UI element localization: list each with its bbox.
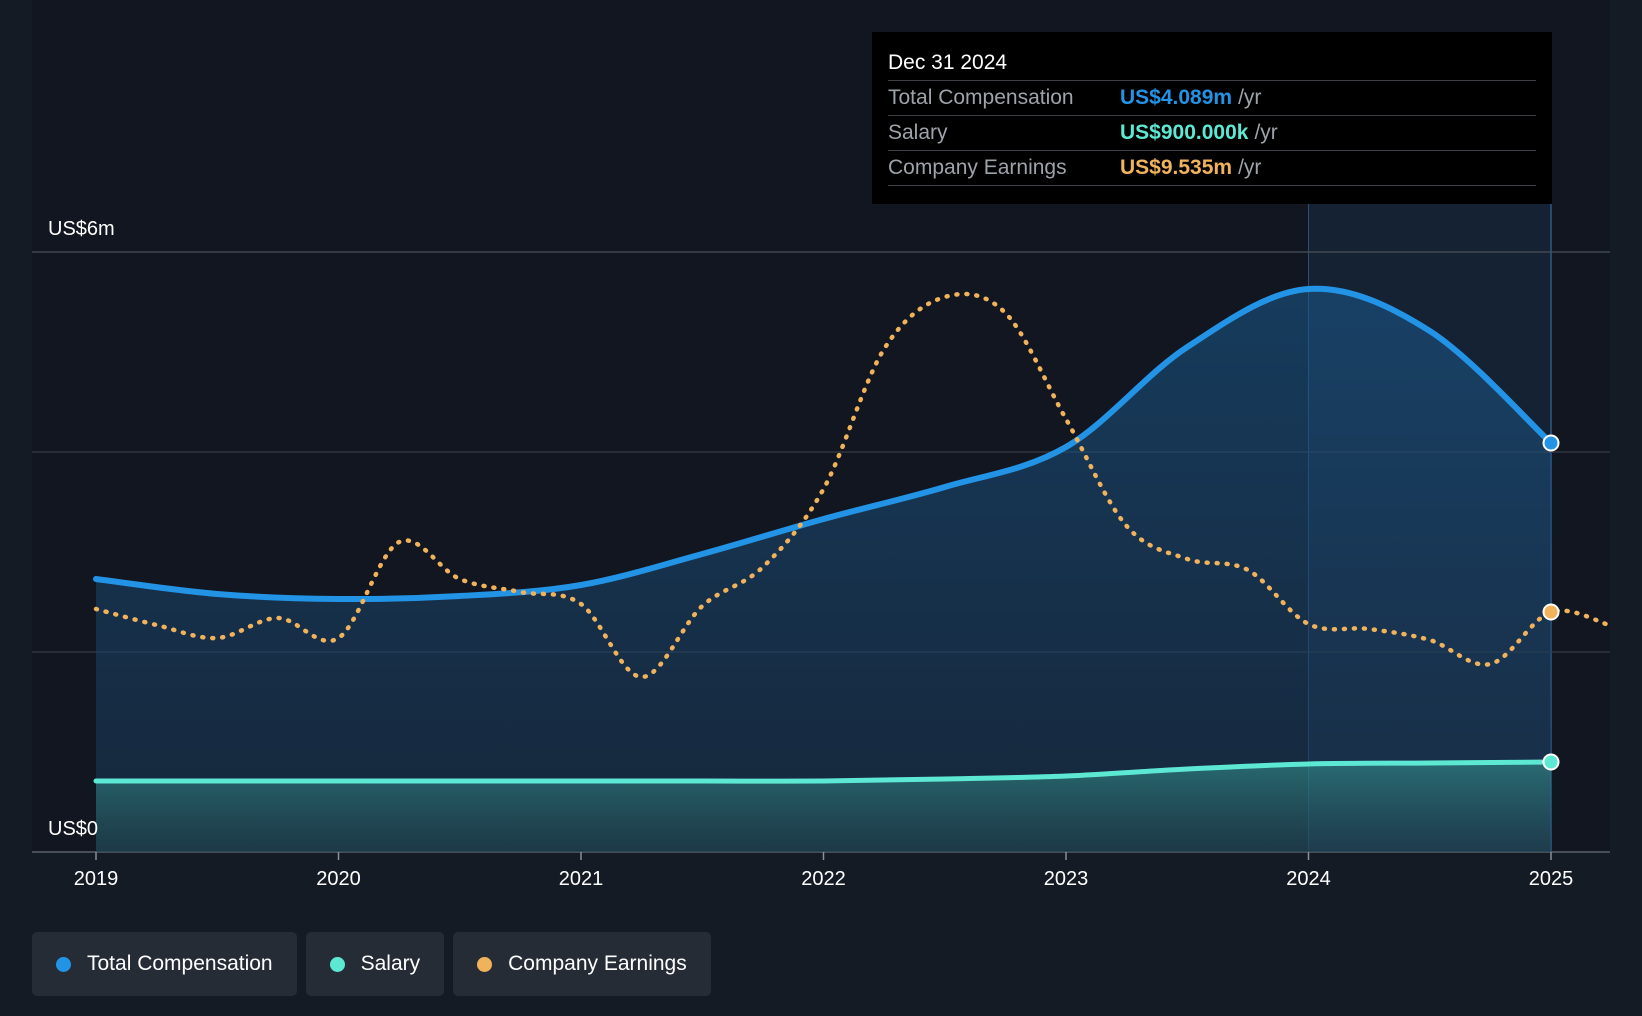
legend: Total Compensation Salary Company Earnin… bbox=[32, 932, 711, 996]
x-tick-label: 2024 bbox=[1286, 868, 1331, 890]
legend-item-company-earnings[interactable]: Company Earnings bbox=[453, 932, 711, 996]
legend-dot-icon bbox=[56, 956, 71, 972]
area-salary bbox=[96, 762, 1551, 852]
y-axis-bottom-label: US$0 bbox=[48, 818, 98, 840]
legend-item-salary[interactable]: Salary bbox=[305, 932, 445, 996]
area-total-compensation bbox=[96, 288, 1551, 853]
line-company-earnings bbox=[93, 291, 1612, 680]
x-tick-label: 2020 bbox=[316, 868, 361, 890]
tooltip-label: Salary bbox=[888, 121, 948, 144]
point-total-compensation bbox=[1542, 434, 1560, 452]
tooltip: Dec 31 2024 Total Compensation US$4.089m… bbox=[872, 32, 1552, 204]
x-tick-label: 2021 bbox=[559, 868, 604, 890]
tooltip-value: US$4.089m bbox=[1120, 86, 1233, 109]
tooltip-unit: /yr bbox=[1254, 121, 1278, 144]
x-tick-label: 2022 bbox=[801, 868, 846, 890]
tooltip-label: Total Compensation bbox=[888, 86, 1074, 109]
x-tick-label: 2019 bbox=[74, 868, 119, 890]
point-salary bbox=[1542, 753, 1560, 771]
legend-label: Salary bbox=[360, 952, 421, 975]
tooltip-value: US$9.535m bbox=[1120, 156, 1233, 179]
x-tick-label: 2023 bbox=[1044, 868, 1089, 890]
tooltip-row-salary: Salary US$900.000k /yr bbox=[888, 116, 1536, 151]
legend-dot-icon bbox=[329, 956, 345, 972]
tooltip-row-total-compensation: Total Compensation US$4.089m /yr bbox=[888, 81, 1536, 116]
line-salary bbox=[93, 759, 1554, 784]
legend-dot-icon bbox=[477, 956, 493, 972]
point-company-earnings bbox=[1542, 603, 1560, 621]
tooltip-label: Company Earnings bbox=[888, 156, 1067, 179]
legend-label: Company Earnings bbox=[508, 952, 687, 975]
tooltip-unit: /yr bbox=[1238, 86, 1262, 109]
tooltip-date: Dec 31 2024 bbox=[888, 46, 1536, 81]
y-axis-top-label: US$6m bbox=[48, 218, 115, 240]
legend-label: Total Compensation bbox=[87, 952, 273, 975]
x-tick-label: 2025 bbox=[1529, 868, 1574, 890]
tooltip-row-company-earnings: Company Earnings US$9.535m /yr bbox=[888, 151, 1536, 186]
line-total-compensation bbox=[93, 285, 1554, 603]
legend-item-total-compensation[interactable]: Total Compensation bbox=[32, 932, 297, 996]
tooltip-unit: /yr bbox=[1238, 156, 1262, 179]
tooltip-value: US$900.000k bbox=[1120, 121, 1249, 144]
